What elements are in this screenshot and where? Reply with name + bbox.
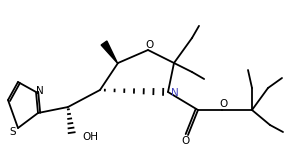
Text: O: O xyxy=(145,40,153,50)
Text: O: O xyxy=(181,136,189,146)
Text: N: N xyxy=(171,88,179,98)
Text: N: N xyxy=(36,86,44,96)
Text: OH: OH xyxy=(82,132,98,142)
Polygon shape xyxy=(101,41,117,63)
Text: S: S xyxy=(10,127,16,137)
Text: O: O xyxy=(219,99,227,109)
